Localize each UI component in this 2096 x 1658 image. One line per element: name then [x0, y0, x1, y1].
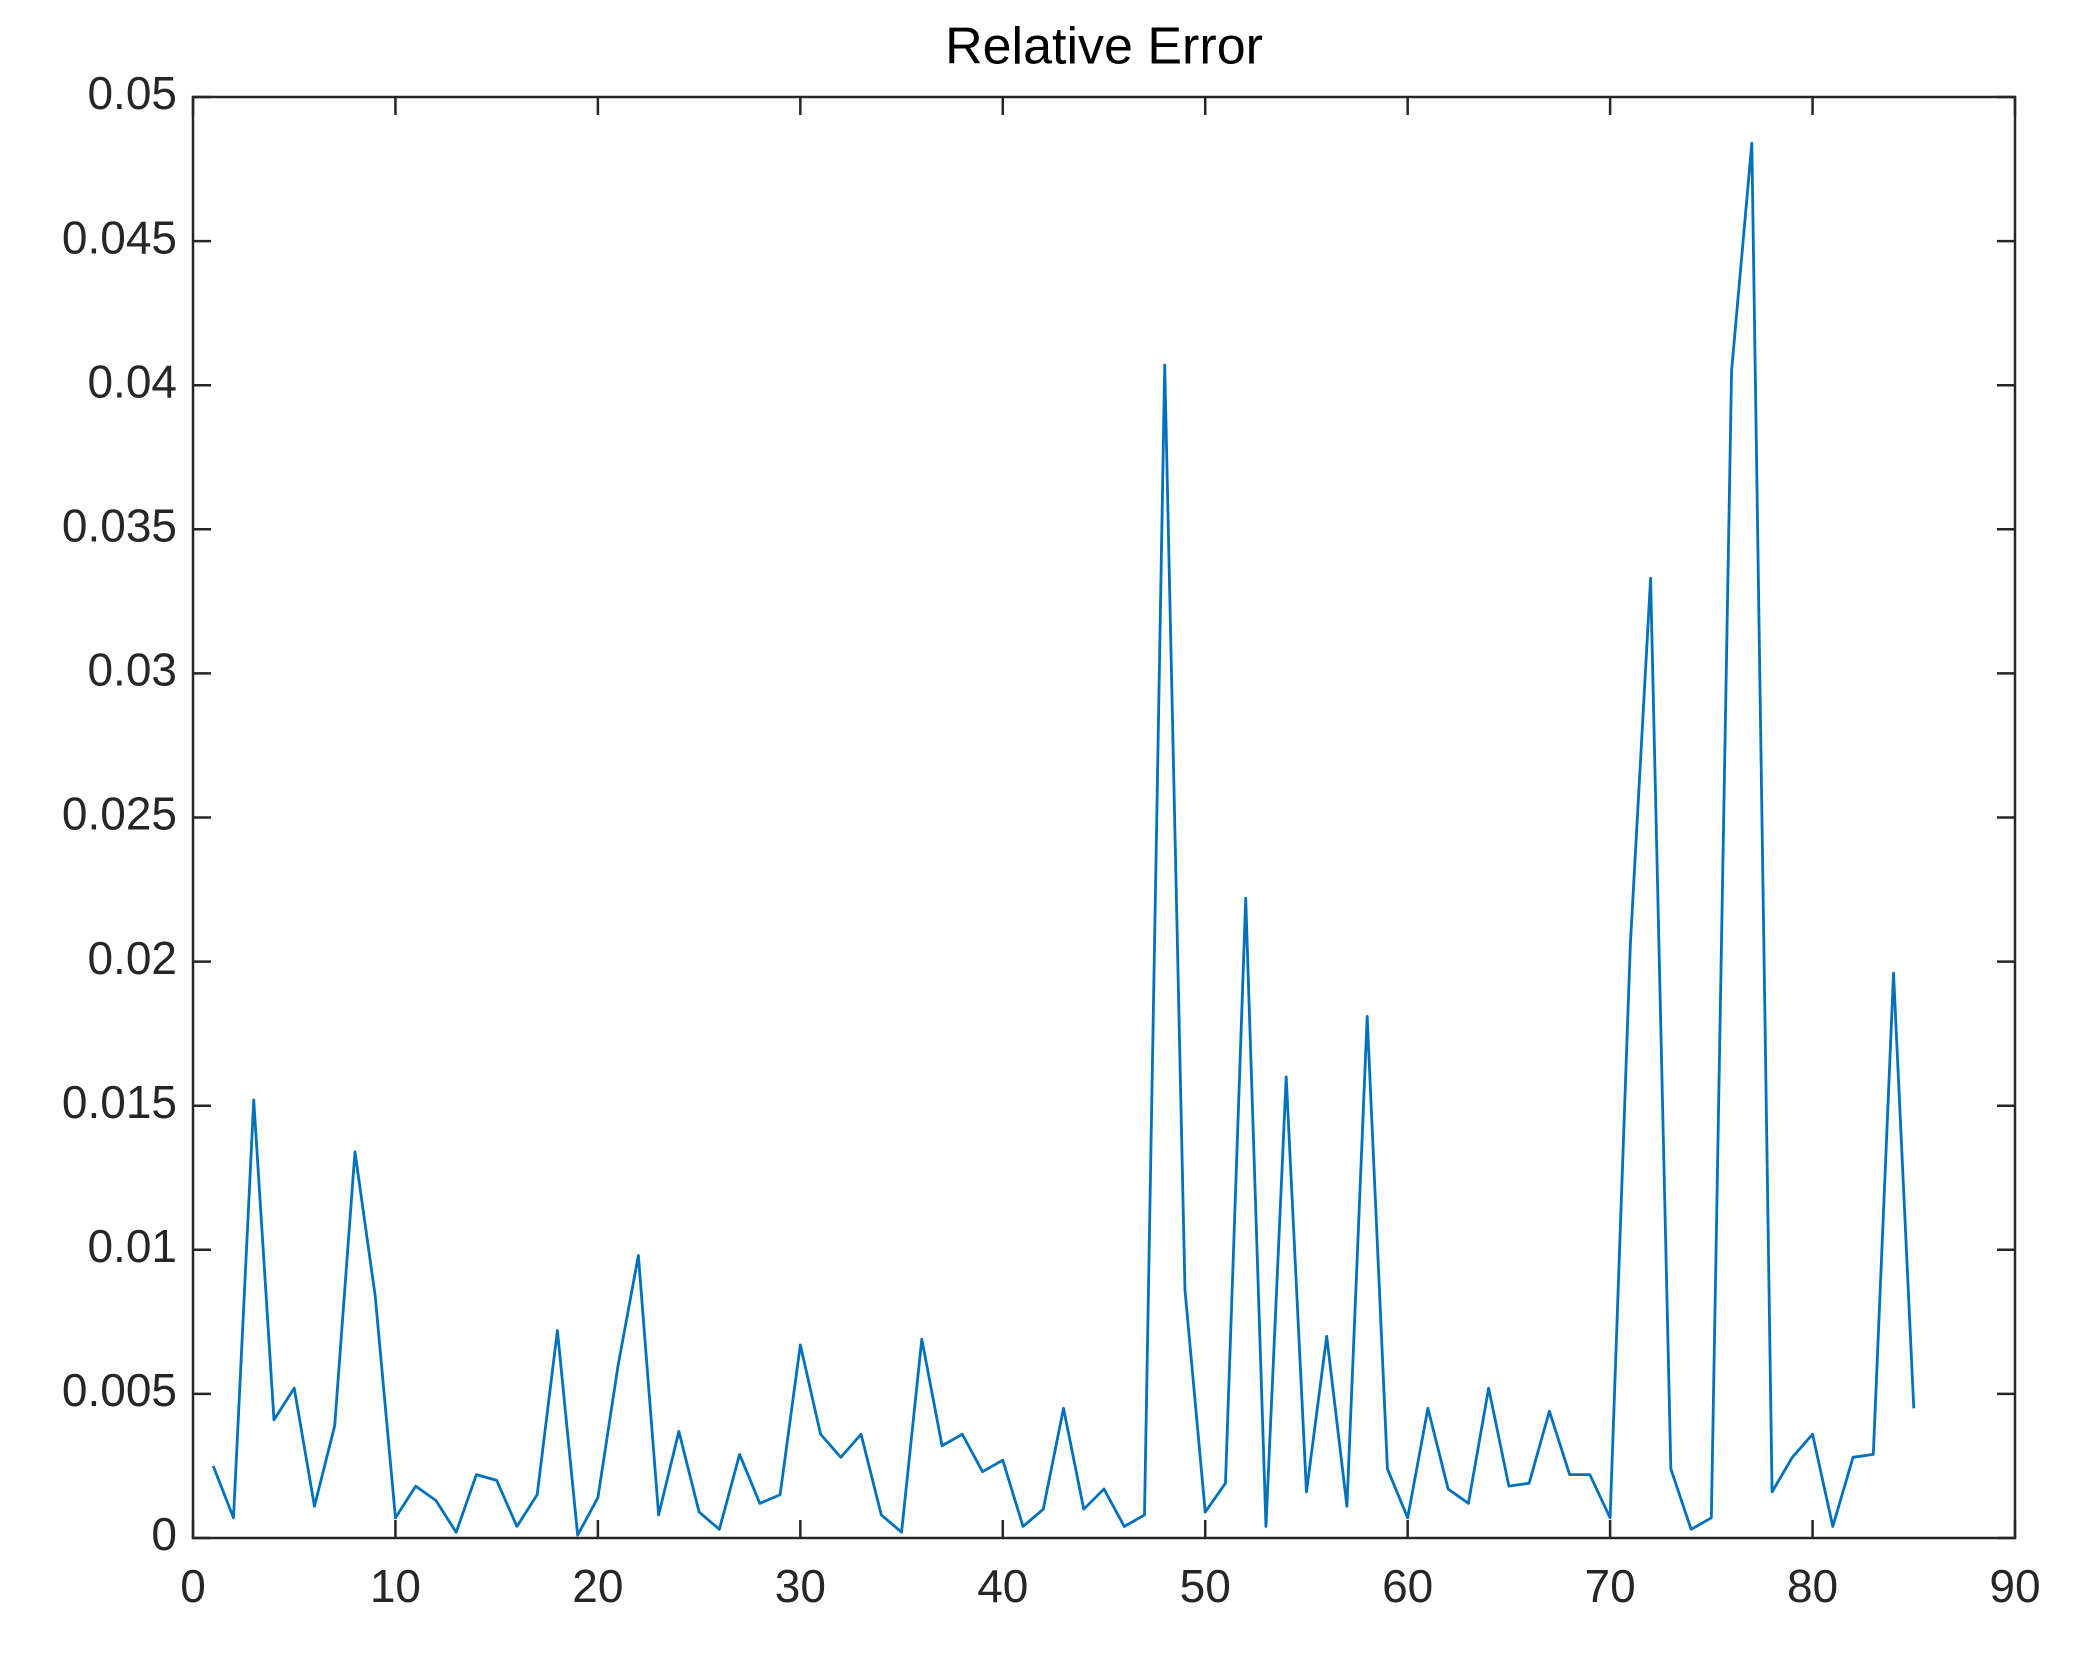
x-tick-label: 80 [1787, 1560, 1838, 1612]
y-tick-label: 0.01 [87, 1220, 177, 1272]
y-tick-label: 0.045 [62, 211, 177, 263]
x-tick-label: 10 [370, 1560, 421, 1612]
y-tick-label: 0.025 [62, 788, 177, 840]
y-tick-label: 0.02 [87, 932, 177, 984]
y-tick-label: 0.04 [87, 355, 177, 407]
data-line [211, 141, 1916, 1537]
y-tick-label: 0.035 [62, 499, 177, 551]
x-tick-label: 40 [977, 1560, 1028, 1612]
x-tick-label: 70 [1585, 1560, 1636, 1612]
y-tick-label: 0.005 [62, 1364, 177, 1416]
x-tick-label: 0 [180, 1560, 206, 1612]
x-tick-label: 50 [1180, 1560, 1231, 1612]
y-tick-label: 0.05 [87, 67, 177, 119]
y-tick-label: 0 [151, 1508, 177, 1560]
x-tick-label: 20 [572, 1560, 623, 1612]
y-tick-label: 0.03 [87, 644, 177, 696]
x-tick-label: 90 [1989, 1560, 2040, 1612]
x-tick-label: 30 [775, 1560, 826, 1612]
chart-title: Relative Error [945, 18, 1263, 76]
x-tick-label: 60 [1382, 1560, 1433, 1612]
y-tick-label: 0.015 [62, 1076, 177, 1128]
